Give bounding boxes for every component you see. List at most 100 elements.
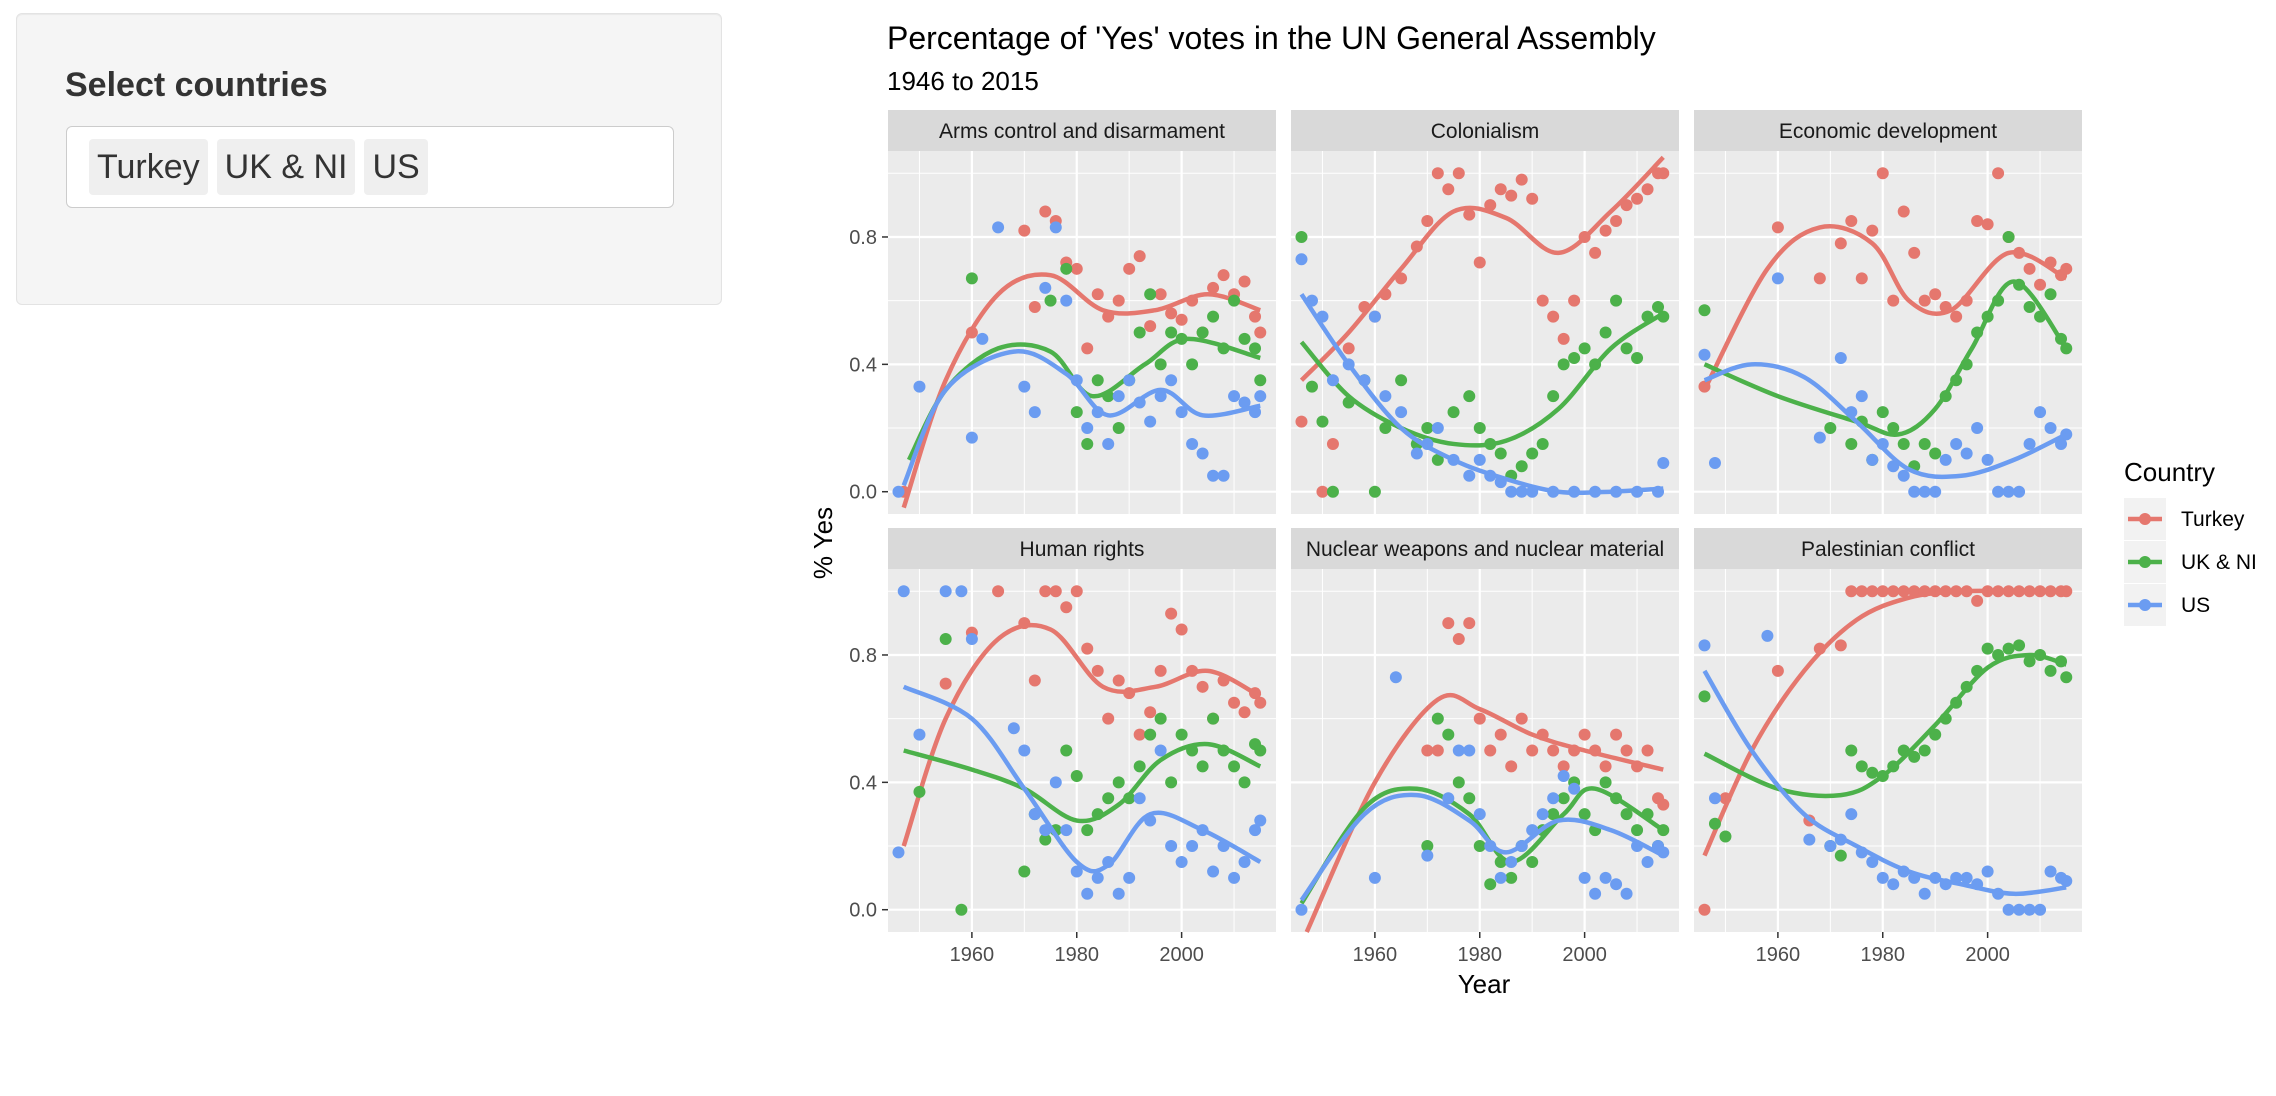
data-point <box>1254 374 1267 387</box>
data-point <box>892 846 905 859</box>
facet-panel: Human rights 0.0 0.4 0.8 1960 1980 2000 <box>849 528 1276 966</box>
data-point <box>1599 776 1612 789</box>
data-point <box>1855 272 1868 285</box>
data-point <box>1855 390 1868 403</box>
data-point <box>1876 406 1889 419</box>
data-point <box>1908 246 1921 259</box>
data-point <box>1568 294 1581 307</box>
data-point <box>1112 422 1125 435</box>
data-point <box>1641 183 1654 196</box>
data-point <box>1876 585 1889 598</box>
data-point <box>1207 281 1220 294</box>
data-point <box>1971 594 1984 607</box>
data-point <box>1578 808 1591 821</box>
data-point <box>1091 374 1104 387</box>
data-point <box>1971 422 1984 435</box>
data-point <box>1442 728 1455 741</box>
selected-country-chip[interactable]: UK & NI <box>216 139 356 195</box>
data-point <box>939 677 952 690</box>
data-point <box>1154 288 1167 301</box>
data-point <box>1112 390 1125 403</box>
data-point <box>1070 406 1083 419</box>
legend-entry-label: UK & NI <box>2181 551 2257 574</box>
data-point <box>1421 215 1434 228</box>
data-point <box>1950 310 1963 323</box>
data-point <box>1620 744 1633 757</box>
data-point <box>1897 205 1910 218</box>
data-point <box>1992 485 2005 498</box>
data-point <box>1039 281 1052 294</box>
data-point <box>1918 294 1931 307</box>
data-point <box>1866 453 1879 466</box>
y-tick-label: 0.0 <box>849 900 877 922</box>
data-point <box>1845 437 1858 450</box>
data-point <box>1342 342 1355 355</box>
data-point <box>1254 696 1267 709</box>
data-point <box>1652 301 1665 314</box>
data-point <box>1855 760 1868 773</box>
data-point <box>1395 374 1408 387</box>
data-point <box>1379 390 1392 403</box>
facet-strip-label: Human rights <box>1020 538 1145 561</box>
data-point <box>1505 485 1518 498</box>
data-point <box>1473 712 1486 725</box>
data-point <box>1557 760 1570 773</box>
facet-strip-label: Economic development <box>1779 120 1997 143</box>
data-point <box>1196 760 1209 773</box>
facet-panel: Palestinian conflict 1960 1980 2000 <box>1694 528 2082 966</box>
data-point <box>1102 712 1115 725</box>
data-point <box>1918 485 1931 498</box>
data-point <box>1578 342 1591 355</box>
data-point <box>1599 871 1612 884</box>
data-point <box>1442 183 1455 196</box>
selected-country-chip[interactable]: US <box>364 139 428 195</box>
data-point <box>1494 447 1507 460</box>
data-point <box>1620 808 1633 821</box>
data-point <box>1028 674 1041 687</box>
data-point <box>2044 865 2057 878</box>
data-point <box>1431 744 1444 757</box>
data-point <box>1305 380 1318 393</box>
facet-strip-label: Colonialism <box>1431 120 1540 143</box>
data-point <box>1771 664 1784 677</box>
data-point <box>1254 744 1267 757</box>
country-multiselect[interactable]: Turkey UK & NI US <box>66 126 674 208</box>
data-point <box>1526 744 1539 757</box>
data-point <box>992 585 1005 598</box>
data-point <box>1620 342 1633 355</box>
data-point <box>1228 294 1241 307</box>
data-point <box>892 485 905 498</box>
data-point <box>1196 680 1209 693</box>
data-point <box>1154 664 1167 677</box>
data-point <box>1421 744 1434 757</box>
data-point <box>1295 230 1308 243</box>
data-point <box>1897 437 1910 450</box>
data-point <box>965 272 978 285</box>
data-point <box>1494 728 1507 741</box>
data-point <box>1813 272 1826 285</box>
data-point <box>1473 453 1486 466</box>
data-point <box>1123 262 1136 275</box>
data-point <box>1599 760 1612 773</box>
data-point <box>1463 617 1476 630</box>
data-point <box>2013 903 2026 916</box>
legend-entry-label: Turkey <box>2181 508 2245 531</box>
data-point <box>1866 766 1879 779</box>
data-point <box>1060 824 1073 837</box>
data-point <box>1326 485 1339 498</box>
data-point <box>1536 808 1549 821</box>
data-point <box>965 633 978 646</box>
data-point <box>1175 728 1188 741</box>
data-point <box>1228 390 1241 403</box>
selected-country-chip[interactable]: Turkey <box>89 139 208 195</box>
data-point <box>1112 776 1125 789</box>
data-point <box>1761 629 1774 642</box>
data-point <box>1060 744 1073 757</box>
data-point <box>1599 224 1612 237</box>
data-point <box>1887 422 1900 435</box>
data-point <box>1771 221 1784 234</box>
data-point <box>1018 380 1031 393</box>
data-point <box>913 785 926 798</box>
data-point <box>1845 215 1858 228</box>
data-point <box>1238 855 1251 868</box>
